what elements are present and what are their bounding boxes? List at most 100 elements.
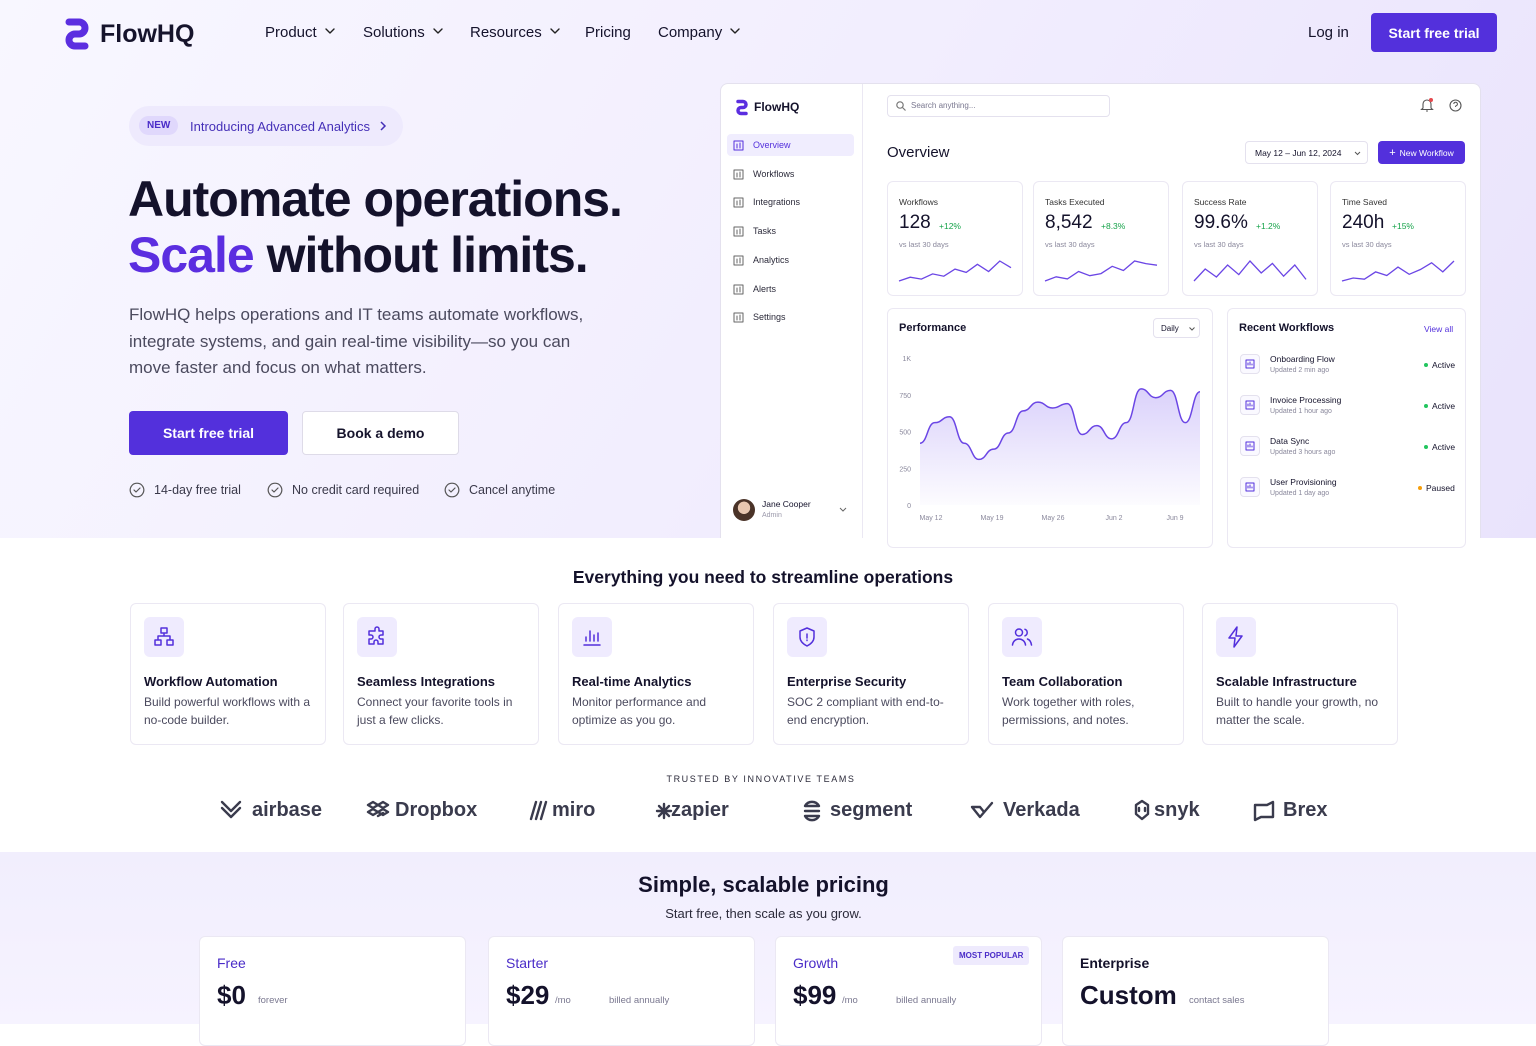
workflow-icon-glyph-shape — [1245, 359, 1255, 369]
nav-link[interactable]: Company — [658, 24, 723, 41]
plan-price: $99 — [793, 980, 837, 1010]
logo-icon — [970, 801, 994, 819]
logo-text: Verkada — [1003, 799, 1080, 821]
feature-icon — [1228, 626, 1243, 648]
logo-text: miro — [552, 799, 596, 821]
workflow-status: Paused — [1426, 483, 1455, 493]
new-workflow-label: New Workflow — [1399, 147, 1454, 158]
menu-item[interactable]: Analytics — [753, 254, 790, 265]
menu-icon — [733, 284, 744, 294]
workflow-name[interactable]: Onboarding Flow — [1270, 354, 1335, 364]
nav-cta-button[interactable]: Start free trial — [1371, 13, 1497, 52]
user-chevron[interactable] — [839, 507, 847, 513]
logo-text: segment — [830, 799, 913, 821]
notification-icon[interactable] — [1420, 97, 1434, 113]
logo-icon-shape — [1134, 799, 1150, 821]
menu-item[interactable]: Alerts — [753, 283, 777, 294]
workflow-name[interactable]: Invoice Processing — [1270, 395, 1342, 405]
badge-text: Introducing Advanced Analytics — [190, 119, 370, 134]
stat-delta: +15% — [1392, 221, 1414, 231]
status-dot — [1418, 486, 1422, 490]
check-text: No credit card required — [292, 483, 420, 497]
workflow-icon-glyph-shape — [1245, 482, 1255, 492]
announcement-badge[interactable]: NEW Introducing Advanced Analytics — [129, 106, 403, 146]
help-icon[interactable] — [1449, 99, 1462, 112]
feature-description: Build powerful workflows with a no-code … — [144, 695, 311, 727]
y-tick-label: 250 — [899, 466, 911, 473]
plan-period: /mo — [842, 995, 858, 1006]
plan-name: Starter — [506, 955, 549, 971]
feature-description: SOC 2 compliant with end-to-end encrypti… — [787, 695, 944, 727]
plus-icon: + — [1389, 146, 1396, 159]
feature-icon-shape — [368, 626, 384, 645]
search-box[interactable]: Search anything... — [887, 95, 1110, 117]
login-link[interactable]: Log in — [1308, 24, 1349, 41]
nav-link[interactable]: Solutions — [363, 24, 425, 41]
workflow-name[interactable]: User Provisioning — [1270, 477, 1337, 487]
stat-label: Workflows — [899, 197, 939, 207]
nav-chevron-shape — [325, 28, 335, 34]
date-chevron — [1354, 151, 1361, 156]
x-tick-label: Jun 2 — [1105, 515, 1122, 522]
check-icon — [267, 482, 283, 498]
feature-description: Built to handle your growth, no matter t… — [1216, 695, 1379, 727]
nav-chevron-shape — [730, 28, 740, 34]
hero-secondary-button[interactable]: Book a demo — [302, 411, 459, 455]
date-range-button[interactable]: May 12 – Jun 12, 2024 — [1245, 141, 1368, 164]
plan-price: Custom — [1080, 980, 1177, 1010]
logo-icon — [1253, 800, 1275, 822]
workflow-icon-glyph-shape — [1245, 441, 1255, 451]
sparkline — [1044, 260, 1158, 282]
brand-name[interactable]: FlowHQ — [100, 20, 195, 48]
nav-chevron — [325, 28, 335, 34]
menu-item[interactable]: Tasks — [753, 226, 777, 237]
workflow-icon-glyph — [1245, 359, 1255, 369]
feature-icon — [799, 627, 815, 647]
nav-link[interactable]: Resources — [470, 24, 542, 41]
view-all-link[interactable]: View all — [1424, 324, 1454, 334]
workflow-updated: Updated 3 hours ago — [1270, 449, 1336, 456]
plan-period: forever — [258, 995, 288, 1006]
x-tick-label: May 12 — [920, 515, 943, 522]
hero-primary-button[interactable]: Start free trial — [129, 411, 288, 455]
sparkline — [898, 260, 1012, 282]
new-workflow-button[interactable]: + New Workflow — [1378, 141, 1465, 164]
menu-item[interactable]: Workflows — [753, 168, 795, 179]
menu-icon-shape — [733, 197, 744, 208]
nav-chevron-shape — [433, 28, 443, 34]
logo-icon — [1134, 799, 1150, 821]
menu-item[interactable]: Overview — [753, 140, 791, 150]
x-tick-label: May 19 — [981, 515, 1004, 522]
plan-name: Growth — [793, 955, 839, 971]
workflow-name[interactable]: Data Sync — [1270, 436, 1310, 446]
hero-title-rest: without limits. — [266, 227, 589, 283]
period-dropdown[interactable]: Daily — [1153, 318, 1200, 338]
nav-chevron — [550, 28, 560, 34]
x-tick-label: May 26 — [1042, 515, 1065, 522]
search-placeholder: Search anything... — [911, 101, 976, 110]
check-text: Cancel anytime — [469, 483, 556, 497]
feature-description: Connect your favorite tools in just a fe… — [357, 695, 513, 727]
pricing-heading: Simple, scalable pricing — [638, 872, 889, 897]
stat-note: vs last 30 days — [899, 240, 949, 249]
feature-title: Workflow Automation — [144, 674, 278, 689]
stat-value: 128 — [899, 212, 931, 233]
nav-chevron — [730, 28, 740, 34]
workflow-updated: Updated 2 min ago — [1270, 367, 1330, 374]
feature-icon-shape — [154, 627, 174, 646]
sparkline-line — [898, 260, 1012, 282]
nav-link[interactable]: Product — [265, 24, 317, 41]
user-avatar[interactable] — [733, 499, 755, 521]
nav-link[interactable]: Pricing — [585, 24, 631, 41]
menu-icon-shape — [733, 140, 744, 151]
feature-description: Work together with roles, permissions, a… — [1002, 695, 1135, 727]
feature-title: Scalable Infrastructure — [1216, 674, 1357, 689]
plan-badge: MOST POPULAR — [953, 946, 1030, 965]
menu-item[interactable]: Integrations — [753, 197, 801, 208]
menu-item[interactable]: Settings — [753, 312, 786, 323]
plan-period: contact sales — [1189, 995, 1245, 1006]
status-dot — [1424, 363, 1428, 367]
menu-icon — [733, 312, 744, 323]
stat-delta: +12% — [939, 221, 961, 231]
feature-icon-shape — [1228, 626, 1243, 648]
